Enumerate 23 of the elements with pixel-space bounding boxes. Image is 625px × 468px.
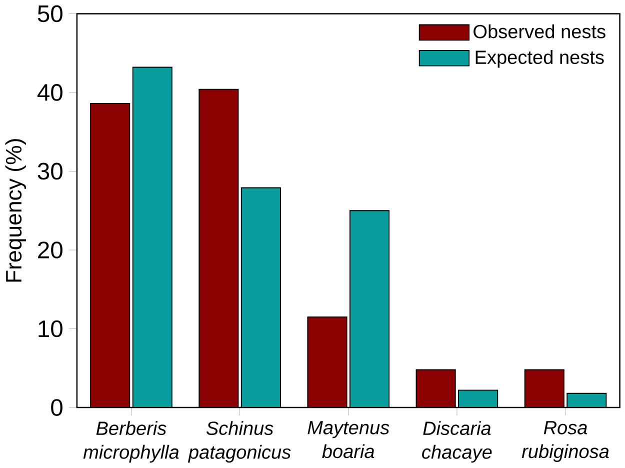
y-tick-label: 50 (38, 5, 62, 22)
x-tick-label: Rosa rubiginosa (522, 421, 609, 462)
y-tick-label: 30 (38, 162, 62, 180)
bar (524, 369, 564, 408)
y-tick-label: 40 (37, 84, 62, 101)
y-tick-label: 0 (51, 399, 62, 416)
bar (90, 104, 130, 408)
bar (458, 390, 498, 408)
x-tick-label: Schinus patagonicus (188, 421, 291, 463)
bar (350, 210, 390, 408)
bar (308, 316, 347, 408)
bar (241, 188, 280, 408)
legend-label: Expected nests (476, 50, 604, 68)
bar (132, 67, 172, 408)
y-axis-title: Frequency (%) (5, 139, 26, 282)
x-tick-label: Berberis microphylla (83, 421, 179, 463)
y-tick-label: 10 (38, 320, 62, 338)
y-tick-label: 20 (38, 242, 62, 258)
bar (416, 370, 456, 408)
legend-label: Observed nests (474, 24, 606, 38)
x-tick-label: Maytenus boaria (308, 421, 390, 458)
bar (199, 89, 238, 408)
x-tick-label: Discaria chacaye (422, 421, 492, 463)
